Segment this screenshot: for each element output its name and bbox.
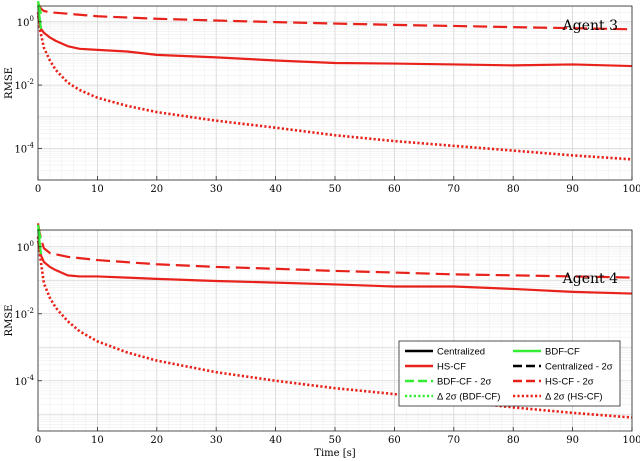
legend: Centralized BDF-CF HS-CF Centralized - 2σ BD… xyxy=(398,340,621,407)
x-tick-label: 80 xyxy=(507,184,520,195)
x-tick-label: 30 xyxy=(210,184,223,195)
series-line-bdf-cf xyxy=(36,4,43,29)
x-tick-label: 70 xyxy=(447,184,460,195)
legend-label-delta-2sigma-hs-cf: Δ 2σ (HS-CF) xyxy=(545,392,603,403)
series-line-bdf-cf-2sigma xyxy=(36,0,43,15)
x-tick-label: 100 xyxy=(622,184,640,195)
legend-label-bdf-cf: BDF-CF xyxy=(545,347,580,358)
series-line-hs-cf xyxy=(36,240,633,295)
y-tick-label: 100 xyxy=(17,240,34,254)
series-line-hs-cf-2sigma xyxy=(36,223,633,279)
x-axis-label: Time [s] xyxy=(314,448,355,459)
series-line-hs-cf xyxy=(36,15,633,68)
legend-box xyxy=(398,340,621,407)
y-axis-label: RMSE xyxy=(4,305,15,337)
y-tick-label: 100 xyxy=(17,15,34,29)
x-tick-label: 0 xyxy=(35,435,41,446)
legend-label-hs-cf-2sigma: HS-CF - 2σ xyxy=(545,377,594,388)
x-tick-label: 90 xyxy=(566,184,579,195)
x-tick-label: 10 xyxy=(91,435,104,446)
x-tick-label: 80 xyxy=(507,435,520,446)
x-tick-label: 50 xyxy=(329,184,342,195)
legend-label-delta-2sigma-bdf-cf: Δ 2σ (BDF-CF) xyxy=(437,392,500,403)
x-tick-label: 60 xyxy=(388,435,401,446)
x-tick-label: 20 xyxy=(150,184,163,195)
x-tick-label: 40 xyxy=(269,435,282,446)
x-tick-label: 90 xyxy=(566,435,579,446)
x-tick-label: 70 xyxy=(447,435,460,446)
x-tick-label: 10 xyxy=(91,184,104,195)
legend-label-hs-cf: HS-CF xyxy=(437,362,466,373)
agent-label: Agent 3 xyxy=(562,18,618,34)
series-line-hs-cf-2sigma xyxy=(36,2,633,31)
series-line-bdf-cf-2sigma xyxy=(36,224,43,242)
y-tick-label: 10-2 xyxy=(14,78,34,92)
y-tick-label: 10-4 xyxy=(14,374,34,388)
chart-panel-1: 0 10 20 30 40 50 60 70 80 90 100 100 10-2 10-4 RMSE Age… xyxy=(4,0,640,195)
x-tick-label: 30 xyxy=(210,435,223,446)
agent-label: Agent 4 xyxy=(562,271,618,287)
y-tick-label: 10-2 xyxy=(14,307,34,321)
legend-label-centralized: Centralized xyxy=(437,347,485,358)
chart-panel-2: 0 10 20 30 40 50 60 70 80 90 100 100 10-2 10-4 RMSE Tim… xyxy=(4,223,640,459)
x-tick-label: 50 xyxy=(329,435,342,446)
y-tick-label: 10-4 xyxy=(14,141,34,155)
x-tick-label: 60 xyxy=(388,184,401,195)
x-tick-label: 100 xyxy=(622,435,640,446)
x-tick-label: 0 xyxy=(35,184,41,195)
y-axis-label: RMSE xyxy=(4,67,15,99)
legend-label-centralized-2sigma: Centralized - 2σ xyxy=(545,362,613,373)
legend-label-bdf-cf-2sigma: BDF-CF - 2σ xyxy=(437,377,492,388)
x-tick-label: 20 xyxy=(150,435,163,446)
x-tick-label: 40 xyxy=(269,184,282,195)
